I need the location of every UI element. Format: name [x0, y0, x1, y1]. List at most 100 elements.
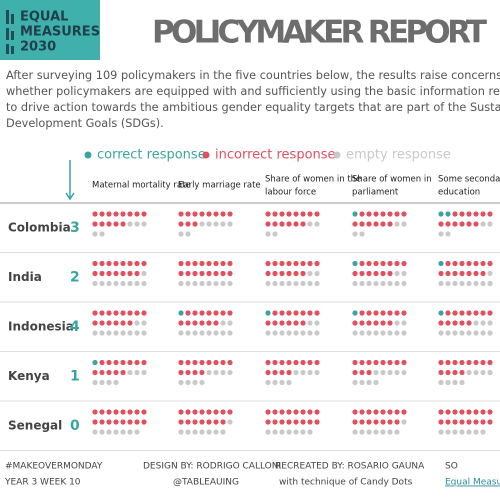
response-dot: [113, 310, 119, 316]
response-dot: [394, 320, 400, 326]
response-dot: [265, 359, 271, 366]
response-dot: [445, 409, 451, 415]
response-dot: [185, 280, 191, 287]
response-dot: [314, 409, 320, 415]
response-dot: [227, 359, 233, 366]
column-header: Share of women in: [352, 175, 432, 185]
response-dot: [220, 310, 226, 316]
response-dot: [452, 280, 458, 287]
response-dot: [99, 369, 105, 376]
response-dot: [373, 211, 379, 217]
response-dot: [401, 409, 407, 415]
response-dot: [213, 260, 219, 267]
response-dot: [206, 270, 212, 277]
response-dot: [401, 310, 407, 316]
response-dot: [307, 429, 313, 435]
response-dot: [359, 359, 365, 366]
response-dot: [134, 280, 140, 287]
response-dot: [459, 260, 465, 267]
correct-total: 1: [70, 369, 80, 385]
response-dot: [178, 310, 184, 316]
response-dot: [279, 211, 285, 217]
response-dot: [307, 369, 313, 376]
response-dot: [394, 211, 400, 217]
response-dot: [473, 330, 479, 336]
response-dot: [452, 320, 458, 326]
response-dot: [272, 231, 278, 237]
response-dot: [452, 429, 458, 435]
response-dot: [134, 359, 140, 366]
response-dot: [120, 320, 126, 326]
footer-text: DESIGN BY: RODRIGO CALLONI: [143, 462, 281, 472]
response-dot: [445, 359, 451, 366]
response-dot: [141, 260, 147, 267]
response-dot: [473, 310, 479, 316]
response-dot: [438, 280, 444, 287]
country: Colombia: [8, 221, 71, 235]
response-dot: [220, 330, 226, 336]
response-dot: [272, 359, 278, 366]
response-dot: [99, 221, 105, 227]
response-dot: [192, 429, 198, 435]
response-dot: [213, 211, 219, 217]
response-dot: [352, 379, 358, 386]
footer: #MAKEOVERMONDAY YEAR 3 WEEK 10 DESIGN BY: …: [4, 462, 500, 488]
response-dot: [445, 379, 451, 386]
response-dot: [293, 280, 299, 287]
response-dot: [314, 320, 320, 326]
response-dot: [178, 320, 184, 326]
response-dot: [265, 419, 271, 425]
response-dot: [106, 310, 112, 316]
response-dot: [452, 221, 458, 227]
footer-text: SO: [445, 462, 458, 472]
footer-text: #MAKEOVERMONDAY: [5, 462, 103, 472]
source-link[interactable]: Equal Measures: [445, 478, 500, 488]
response-dot: [445, 211, 451, 217]
response-dot: [92, 211, 98, 217]
response-dot: [359, 369, 365, 376]
response-dot: [127, 320, 133, 326]
response-dot: [445, 260, 451, 267]
response-dot: [272, 280, 278, 287]
response-dot: [394, 280, 400, 287]
response-dot: [366, 419, 372, 425]
response-dot: [480, 270, 486, 277]
response-dot: [272, 260, 278, 267]
response-dot: [300, 310, 306, 316]
response-dot: [265, 320, 271, 326]
response-dot: [466, 260, 472, 267]
response-dot: [387, 320, 393, 326]
intro: After surveying 109 policymakers in the …: [6, 69, 500, 130]
response-dot: [300, 429, 306, 435]
response-dot: [286, 330, 292, 336]
response-dot: [459, 429, 465, 435]
response-dot: [480, 359, 486, 366]
response-dot: [220, 369, 226, 376]
response-dot: [220, 260, 226, 267]
response-dot: [387, 419, 393, 425]
response-dot: [300, 260, 306, 267]
response-dot: [293, 320, 299, 326]
correct-total: 4: [70, 319, 80, 335]
correct-total: 3: [70, 220, 80, 236]
response-dot: [466, 211, 472, 217]
response-dot: [480, 419, 486, 425]
response-dot: [272, 211, 278, 217]
response-dot: [380, 221, 386, 227]
response-dot: [134, 221, 140, 227]
response-dot: [127, 211, 133, 217]
legend-dot: [202, 151, 210, 159]
response-dot: [380, 310, 386, 316]
response-dot: [307, 280, 313, 287]
response-dot: [141, 211, 147, 217]
footer-text: @TABLEAUING: [173, 478, 239, 488]
response-dot: [445, 419, 451, 425]
response-dot: [279, 260, 285, 267]
response-dot: [394, 369, 400, 376]
response-dot: [120, 260, 126, 267]
response-dot: [227, 270, 233, 277]
response-dot: [438, 409, 444, 415]
response-dot: [106, 330, 112, 336]
response-dot: [178, 379, 184, 386]
response-dot: [387, 221, 393, 227]
